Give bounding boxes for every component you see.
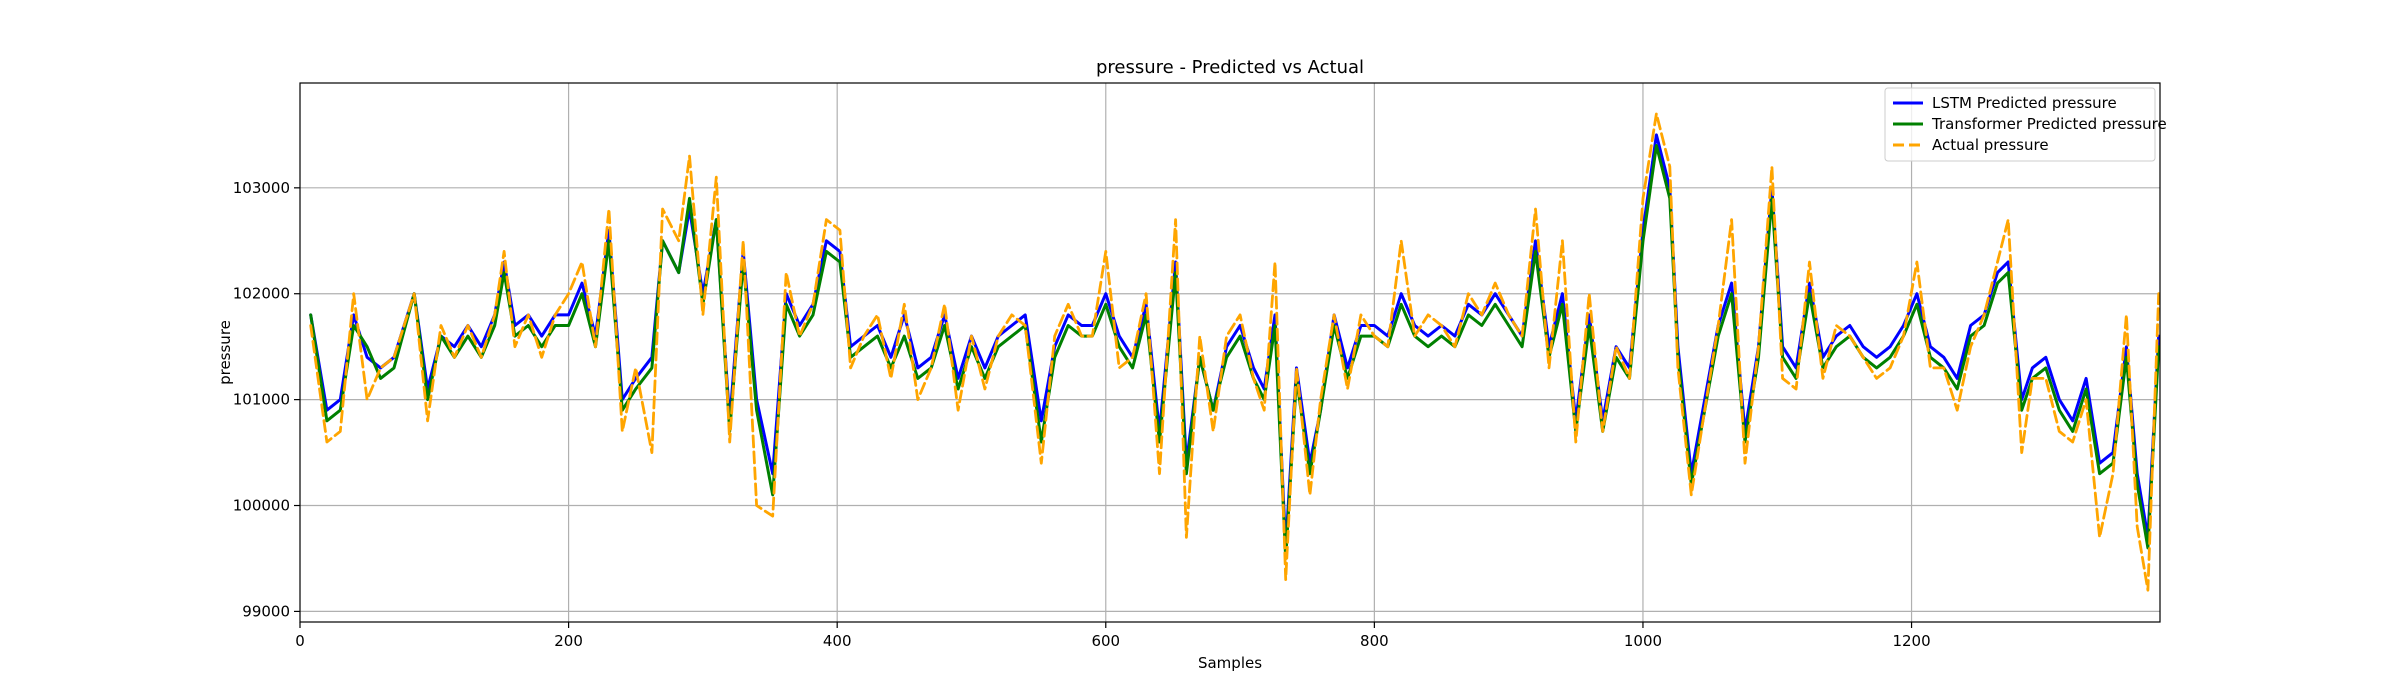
y-tick-label: 99000 (242, 602, 290, 620)
legend-label-1: Transformer Predicted pressure (1931, 115, 2167, 133)
x-axis-label: Samples (1198, 654, 1262, 672)
y-axis-label: pressure (216, 320, 234, 385)
x-tick-label: 1200 (1892, 632, 1930, 650)
y-tick-label: 102000 (233, 285, 290, 303)
legend-label-2: Actual pressure (1932, 136, 2049, 154)
x-tick-label: 200 (554, 632, 583, 650)
y-tick-label: 100000 (233, 497, 290, 515)
legend-label-0: LSTM Predicted pressure (1932, 94, 2117, 112)
x-tick-label: 600 (1091, 632, 1120, 650)
chart-title: pressure - Predicted vs Actual (1096, 57, 1364, 78)
x-tick-label: 1000 (1624, 632, 1662, 650)
legend: LSTM Predicted pressure Transformer Predi… (1884, 87, 2167, 162)
y-tick-label: 103000 (233, 179, 290, 197)
series-line-0 (309, 133, 2161, 550)
series-line-2 (309, 112, 2161, 592)
x-tick-label: 800 (1360, 632, 1389, 650)
legend-box (1884, 87, 2156, 162)
x-tick-label: 400 (823, 632, 852, 650)
y-tick-label: 101000 (233, 391, 290, 409)
series-layer (309, 112, 2161, 592)
grid-layer (300, 83, 2160, 622)
tick-layer: 0 200 400 600 800 1000 1200 99000 100000 101000 10… (233, 179, 1931, 650)
x-tick-label: 0 (295, 632, 305, 650)
plot-area-frame (299, 82, 2161, 623)
